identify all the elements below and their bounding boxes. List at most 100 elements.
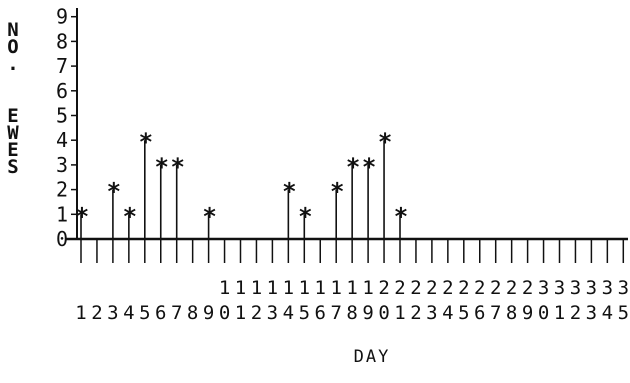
x-tick-label-tens: 2 [394, 277, 405, 299]
x-tick-label-ones: 1 [394, 302, 405, 324]
x-tick-label-tens: 2 [490, 277, 501, 299]
stem-marker: * [362, 153, 376, 181]
x-tick-label-tens: 1 [299, 277, 310, 299]
x-tick-label-ones: 4 [123, 302, 134, 324]
x-tick-label-ones: 0 [219, 302, 230, 324]
x-tick-label-tens: 3 [602, 277, 613, 299]
y-axis-label-char: E [7, 105, 18, 127]
x-tick-label-tens: 1 [251, 277, 262, 299]
y-axis-label-char: W [7, 122, 19, 144]
x-tick-label-tens: 1 [315, 277, 326, 299]
x-tick-label-ones: 4 [602, 302, 613, 324]
x-tick-label-tens: 3 [570, 277, 581, 299]
x-tick-label-ones: 5 [458, 302, 469, 324]
stems: ***** ****** *** [75, 128, 408, 239]
x-tick-label-ones: 3 [267, 302, 278, 324]
y-axis-label-char: . [7, 53, 18, 75]
y-axis-label-char: E [7, 139, 18, 161]
x-tick-label-ones: 4 [283, 302, 294, 324]
x-tick-label-tens: 3 [586, 277, 597, 299]
x-tick-label-tens: 2 [506, 277, 517, 299]
x-tick-label-tens: 2 [426, 277, 437, 299]
x-tick-label-ones: 6 [315, 302, 326, 324]
x-tick-label-tens: 1 [235, 277, 246, 299]
x-tick-label-ones: 2 [570, 302, 581, 324]
x-tick-label-ones: 7 [330, 302, 341, 324]
stem-marker: * [170, 153, 184, 181]
x-tick-label-tens: 1 [267, 277, 278, 299]
y-tick-label: 6 [56, 79, 68, 103]
x-tick-label-ones: 2 [251, 302, 262, 324]
stem-marker: * [107, 178, 121, 206]
x-tick-label-tens: 2 [522, 277, 533, 299]
y-tick-label: 7 [56, 54, 68, 78]
x-tick-label-ones: 5 [299, 302, 310, 324]
x-tick-label-ones: 7 [171, 302, 182, 324]
y-axis-label-char: S [7, 156, 18, 178]
x-tick-label-ones: 1 [235, 302, 246, 324]
x-tick-label-ones: 2 [410, 302, 421, 324]
x-tick-label-ones: 8 [506, 302, 517, 324]
x-tick-label-ones: 8 [346, 302, 357, 324]
stem-marker: * [394, 202, 408, 230]
x-tick-label-ones: 3 [426, 302, 437, 324]
y-tick-label: 4 [56, 128, 68, 152]
x-tick-label-ones: 6 [155, 302, 166, 324]
x-axis-label: DAY [354, 347, 391, 367]
x-tick-label-tens: 1 [362, 277, 373, 299]
stem-marker: * [155, 153, 169, 181]
x-tick-label-tens: 1 [283, 277, 294, 299]
x-tick-label-ones: 1 [75, 302, 86, 324]
x-tick-label-ones: 8 [187, 302, 198, 324]
stem-marker: * [202, 202, 216, 230]
y-tick-label: 9 [56, 5, 68, 29]
x-tick-label-tens: 3 [618, 277, 629, 299]
x-tick-label-ones: 2 [91, 302, 102, 324]
y-axis-label-char: N [7, 19, 18, 41]
x-tick-label-tens: 2 [410, 277, 421, 299]
x-tick-label-ones: 9 [522, 302, 533, 324]
x-tick-label-ones: 1 [554, 302, 565, 324]
x-tick-label-ones: 9 [203, 302, 214, 324]
x-tick-label-tens: 3 [554, 277, 565, 299]
x-tick-label-ones: 5 [139, 302, 150, 324]
x-tick-label-ones: 3 [586, 302, 597, 324]
x-tick-label-ones: 9 [362, 302, 373, 324]
x-tick-label-tens: 3 [538, 277, 549, 299]
axes [66, 8, 628, 241]
stem-marker: * [298, 202, 312, 230]
stem-marker: * [282, 178, 296, 206]
x-tick-label-ones: 0 [538, 302, 549, 324]
x-tick-label-ones: 4 [442, 302, 453, 324]
stem-marker: * [346, 153, 360, 181]
stem-marker: * [123, 202, 137, 230]
x-tick-label-tens: 2 [442, 277, 453, 299]
stem-marker: * [330, 178, 344, 206]
y-tick-label: 3 [56, 153, 68, 177]
x-tick-label-tens: 2 [458, 277, 469, 299]
y-tick-label: 8 [56, 29, 68, 53]
x-tick-label-tens: 1 [346, 277, 357, 299]
x-tick-label-ones: 6 [474, 302, 485, 324]
y-axis-label-char: O [7, 36, 18, 58]
y-tick-label: 0 [56, 227, 68, 251]
stem-marker: * [75, 202, 89, 230]
stem-marker: * [139, 128, 153, 156]
x-tick-label-tens: 2 [474, 277, 485, 299]
y-tick-label: 1 [56, 202, 68, 226]
x-tick-label-ones: 3 [107, 302, 118, 324]
x-tick-label-tens: 1 [330, 277, 341, 299]
y-tick-label: 2 [56, 178, 68, 202]
stem-marker: * [378, 128, 392, 156]
x-ticks: 1 2 3 4 5 6 7 8 91011121314151617181920212223242… [75, 239, 629, 324]
x-tick-label-tens: 2 [378, 277, 389, 299]
y-tick-label: 5 [56, 104, 68, 128]
x-tick-label-ones: 7 [490, 302, 501, 324]
x-tick-label-ones: 0 [378, 302, 389, 324]
x-tick-label-ones: 5 [618, 302, 629, 324]
x-tick-label-tens: 1 [219, 277, 230, 299]
